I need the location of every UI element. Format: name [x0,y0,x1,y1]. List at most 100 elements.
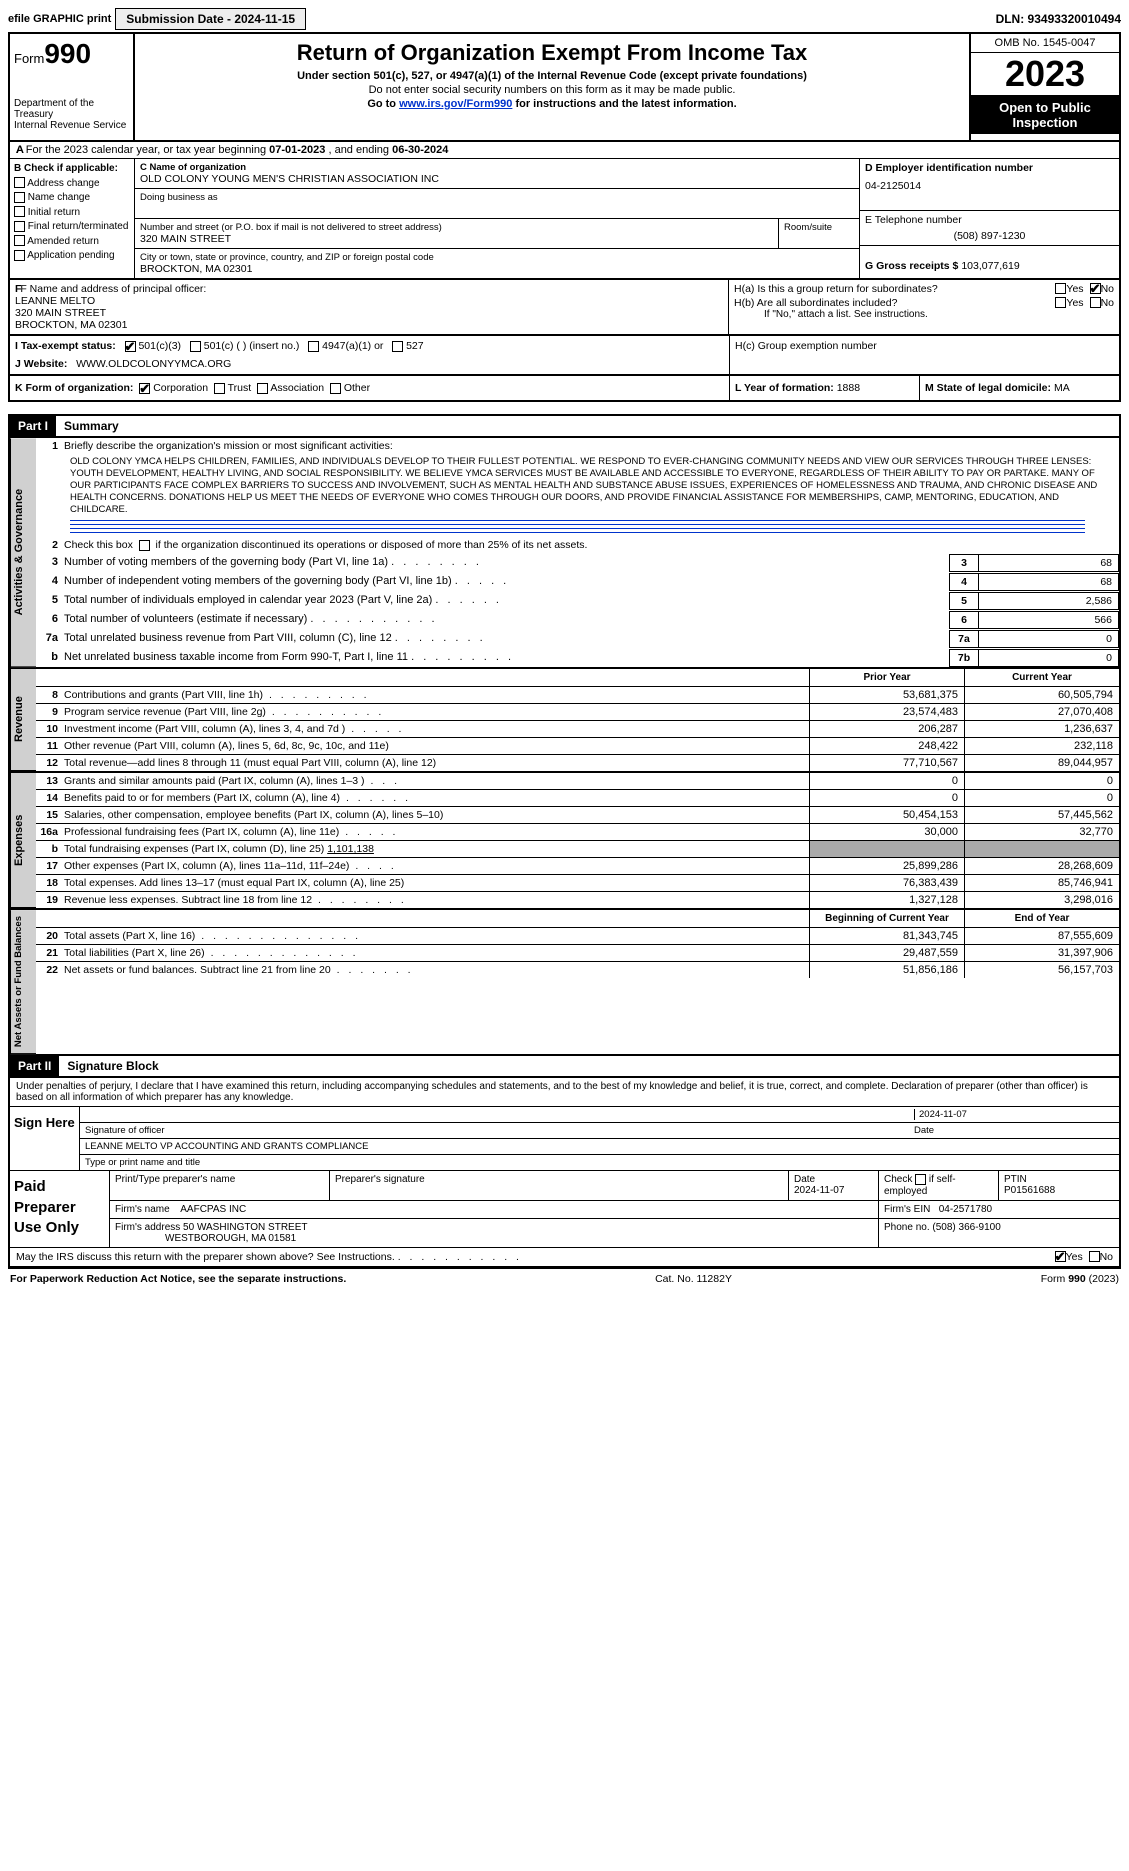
discuss-yes-check[interactable] [1055,1251,1066,1262]
tax-year: 2023 [971,53,1119,96]
discuss-no-check[interactable] [1089,1251,1100,1262]
c14: 0 [964,790,1119,806]
chk-trust[interactable] [214,383,225,394]
val-6: 566 [979,611,1119,629]
col-hc: H(c) Group exemption number [729,336,1119,374]
note-pre: Go to [367,98,399,110]
chk-discontinued[interactable] [139,540,150,551]
chk-name-change[interactable]: Name change [14,191,130,206]
line-7a-label: Total unrelated business revenue from Pa… [64,632,392,644]
opt-pending: Application pending [27,250,114,261]
box-3: 3 [949,554,979,572]
exp-body: 13Grants and similar amounts paid (Part … [36,773,1119,908]
footer-form-post: (2023) [1086,1273,1119,1285]
chk-501c[interactable] [190,341,201,352]
address-cell: Number and street (or P.O. box if mail i… [135,219,859,249]
footer-form-pre: Form [1041,1273,1068,1285]
gross-value: 103,077,619 [961,260,1019,272]
header-grid: B Check if applicable: Address change Na… [8,159,1121,280]
type-name-label: Type or print name and title [80,1155,1119,1170]
header-mid: Return of Organization Exempt From Incom… [135,34,969,140]
p20: 81,343,745 [809,928,964,944]
line-20: Total assets (Part X, line 16) [64,930,195,942]
org-name-cell: C Name of organization OLD COLONY YOUNG … [135,159,859,189]
ha-yes-check[interactable] [1055,283,1066,294]
submission-date-button[interactable]: Submission Date - 2024-11-15 [115,8,306,30]
row-a-tax-year: AA For the 2023 calendar year, or tax ye… [8,142,1121,159]
p13: 0 [809,773,964,789]
line-18: Total expenses. Add lines 13–17 (must eq… [64,877,404,889]
row-f-h: F F Name and address of principal office… [8,280,1121,336]
chk-self-employed[interactable] [915,1174,926,1185]
chk-527[interactable] [392,341,403,352]
sig-date-label: Date [914,1125,1114,1136]
hb-no: No [1101,297,1114,309]
firm-addr1: 50 WASHINGTON STREET [183,1222,307,1233]
col-b-label: B Check if applicable: [14,162,130,177]
val-7a: 0 [979,630,1119,648]
p12: 77,710,567 [809,755,964,771]
chk-other[interactable] [330,383,341,394]
ha-label: H(a) Is this a group return for subordin… [734,283,1055,295]
p11: 248,422 [809,738,964,754]
vtab-net-assets: Net Assets or Fund Balances [10,910,36,1054]
row-i-j: I Tax-exempt status: 501(c)(3) 501(c) ( … [8,336,1121,376]
line-8: Contributions and grants (Part VIII, lin… [64,689,263,701]
officer-label: F Name and address of principal officer: [20,283,206,295]
prep-phone: (508) 366-9100 [932,1222,1000,1233]
line-16b: Total fundraising expenses (Part IX, col… [64,843,374,855]
c16b-shaded [964,841,1119,857]
ha-no-check[interactable] [1090,283,1101,294]
rev-body: Prior YearCurrent Year 8Contributions an… [36,669,1119,771]
box-7a: 7a [949,630,979,648]
discuss-row: May the IRS discuss this return with the… [10,1247,1119,1266]
c9: 27,070,408 [964,704,1119,720]
part-i-title: Summary [56,416,127,436]
c20: 87,555,609 [964,928,1119,944]
opt-501c: 501(c) ( ) (insert no.) [204,340,300,352]
col-b-checkboxes: B Check if applicable: Address change Na… [10,159,135,278]
gross-label: G Gross receipts $ [865,260,958,272]
p8: 53,681,375 [809,687,964,703]
opt-initial: Initial return [28,207,80,218]
note-post: for instructions and the latest informat… [512,98,736,110]
hdr-eoy: End of Year [964,910,1119,927]
opt-address: Address change [27,178,99,189]
city-label: City or town, state or province, country… [140,252,854,263]
sign-here-row: Sign Here 2024-11-07 Signature of office… [10,1106,1119,1170]
p16a: 30,000 [809,824,964,840]
hb-label: H(b) Are all subordinates included? [734,297,1055,309]
net-assets-section: Net Assets or Fund Balances Beginning of… [8,908,1121,1056]
chk-initial-return[interactable]: Initial return [14,206,130,221]
omb-number: OMB No. 1545-0047 [971,34,1119,53]
chk-amended-return[interactable]: Amended return [14,235,130,250]
expenses-section: Expenses 13Grants and similar amounts pa… [8,771,1121,908]
irs-link[interactable]: www.irs.gov/Form990 [399,98,512,110]
prep-body: Print/Type preparer's name Preparer's si… [110,1171,1119,1246]
chk-final-return[interactable]: Final return/terminated [14,220,130,235]
hc-label: H(c) Group exemption number [735,340,1114,352]
form-number: Form990 [14,38,129,70]
p16b-shaded [809,841,964,857]
phone-value: (508) 897-1230 [865,230,1114,242]
chk-address-change[interactable]: Address change [14,177,130,192]
header-left: Form990 Department of the Treasury Inter… [10,34,135,140]
firm-name-label: Firm's name [115,1204,170,1215]
form-title: Return of Organization Exempt From Incom… [143,40,961,66]
row-m-label: M State of legal domicile: [925,382,1051,394]
chk-501c3[interactable] [125,341,136,352]
website-value: WWW.OLDCOLONYYMCA.ORG [76,358,231,370]
hb-no-check[interactable] [1090,297,1101,308]
rule-4 [70,532,1085,533]
chk-4947[interactable] [308,341,319,352]
chk-assoc[interactable] [257,383,268,394]
hb-yes-check[interactable] [1055,297,1066,308]
sign-here-label: Sign Here [10,1107,80,1170]
chk-application-pending[interactable]: Application pending [14,249,130,264]
box-4: 4 [949,573,979,591]
rule-2 [70,524,1085,525]
room-label: Room/suite [779,219,859,248]
prep-date: 2024-11-07 [794,1185,844,1196]
firm-ein-label: Firm's EIN [884,1204,930,1215]
chk-corp[interactable] [139,383,150,394]
